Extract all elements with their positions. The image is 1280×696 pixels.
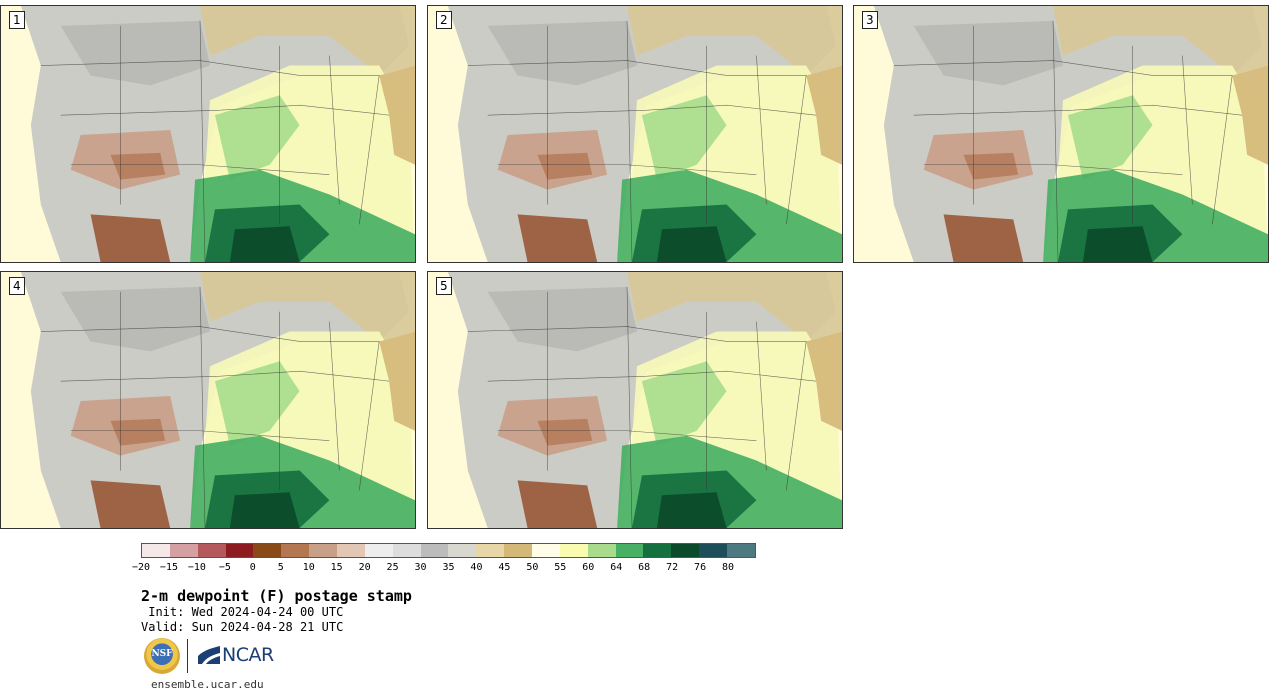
colorbar-tick-label: 80 [722,562,735,573]
panel-number-label: 1 [9,11,25,29]
dewpoint-map [428,6,842,262]
colorbar [141,543,756,558]
colorbar-tick-label: 45 [498,562,511,573]
colorbar-swatch [281,544,310,557]
colorbar-swatch [615,544,644,557]
sponsor-logos: NSF NCAR [144,638,284,676]
panel-number-label: 3 [862,11,878,29]
colorbar-tick-label: 64 [610,562,623,573]
colorbar-tick-label: 20 [358,562,371,573]
colorbar-tick-label: 10 [302,562,315,573]
colorbar-tick-label: −15 [159,562,178,573]
map-panel-4: 4 [0,271,416,529]
colorbar-swatch [420,544,449,557]
colorbar-swatch [448,544,477,557]
dewpoint-map [428,272,842,528]
colorbar-tick-label: 68 [638,562,651,573]
colorbar-swatch [643,544,672,557]
ncar-mark-icon [198,646,220,664]
colorbar-tick-label: 0 [249,562,256,573]
colorbar-swatch [142,544,170,557]
colorbar-tick-label: 5 [277,562,284,573]
colorbar-swatch [392,544,421,557]
colorbar-tick-label: 40 [470,562,483,573]
colorbar-swatch [476,544,505,557]
colorbar-swatch [197,544,226,557]
colorbar-tick-label: −5 [218,562,231,573]
colorbar-swatch [225,544,254,557]
colorbar-tick-label: 76 [694,562,707,573]
map-panel-5: 5 [427,271,843,529]
map-panel-2: 2 [427,5,843,263]
colorbar-swatch [309,544,338,557]
map-panel-1: 1 [0,5,416,263]
colorbar-ticks: −20 −15 −10 −5 0 5 10 15 20 25 30 35 40 45 50 55 60 64 68 7… [132,562,756,576]
valid-time: Valid: Sun 2024-04-28 21 UTC [141,620,344,634]
map-panel-3: 3 [853,5,1269,263]
ncar-logo-text: NCAR [222,644,274,666]
colorbar-swatch [727,544,755,557]
colorbar-tick-label: 15 [330,562,343,573]
dewpoint-map [1,6,415,262]
colorbar-tick-label: 72 [666,562,679,573]
colorbar-swatch [671,544,700,557]
panel-number-label: 2 [436,11,452,29]
panel-number-label: 4 [9,277,25,295]
colorbar-swatch [364,544,393,557]
colorbar-tick-label: 55 [554,562,567,573]
colorbar-swatch [169,544,198,557]
product-title: 2-m dewpoint (F) postage stamp [141,587,412,605]
colorbar-tick-label: 60 [582,562,595,573]
colorbar-swatch [253,544,282,557]
colorbar-swatch [337,544,365,557]
colorbar-tick-label: −10 [187,562,206,573]
panel-number-label: 5 [436,277,452,295]
site-url[interactable]: ensemble.ucar.edu [151,678,264,691]
dewpoint-map [1,272,415,528]
nsf-logo-icon: NSF [144,638,180,674]
init-time: Init: Wed 2024-04-24 00 UTC [141,605,344,619]
colorbar-tick-label: 30 [414,562,427,573]
colorbar-tick-label: 50 [526,562,539,573]
colorbar-tick-label: −20 [131,562,151,573]
colorbar-swatch [587,544,616,557]
colorbar-swatch [559,544,588,557]
colorbar-swatch [532,544,560,557]
colorbar-tick-label: 25 [386,562,399,573]
dewpoint-map [854,6,1268,262]
colorbar-swatch [504,544,533,557]
logo-divider [187,639,188,673]
colorbar-swatch [699,544,728,557]
colorbar-tick-label: 35 [442,562,455,573]
